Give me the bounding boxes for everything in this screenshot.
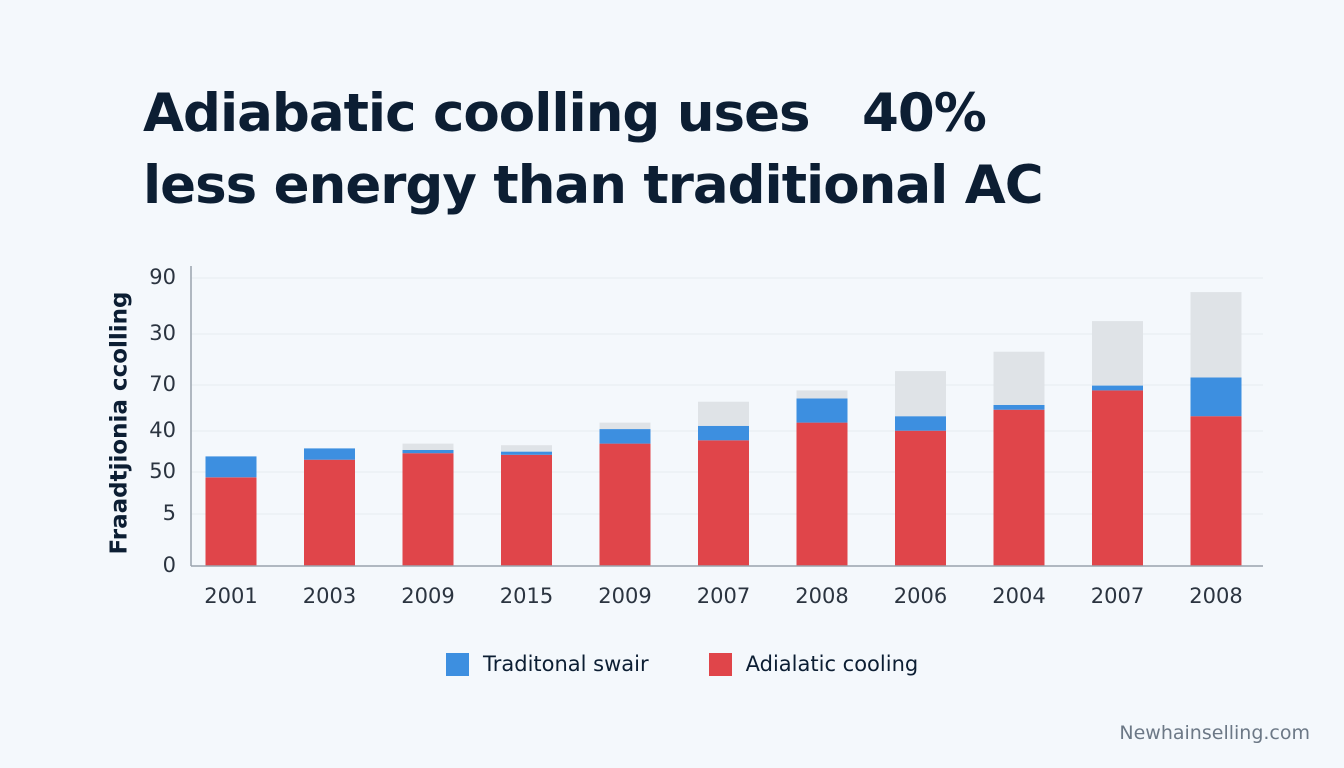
watermark-text: Newhainselling.com bbox=[1119, 722, 1310, 744]
bar-blue bbox=[1092, 385, 1143, 391]
title-line-2: less energy than traditional AC bbox=[143, 155, 1044, 216]
y-tick-labels: 0 5 50 40 70 30 90 bbox=[149, 265, 176, 577]
bar-gray bbox=[796, 390, 848, 399]
legend-swatch-blue bbox=[446, 652, 469, 676]
x-tick-label: 2009 bbox=[598, 584, 651, 608]
bar-blue bbox=[402, 450, 454, 454]
bar-gray bbox=[698, 401, 749, 426]
y-tick-label: 50 bbox=[149, 459, 176, 483]
bar-red bbox=[796, 422, 848, 566]
bar-blue bbox=[599, 429, 651, 444]
chart-title: Adiabatic coolling uses 40% less energy … bbox=[143, 78, 1044, 222]
bar-gray bbox=[501, 445, 552, 452]
axes bbox=[190, 266, 1263, 567]
bar-blue bbox=[501, 451, 552, 455]
bar-red bbox=[698, 440, 749, 566]
y-tick-label: 0 bbox=[163, 553, 176, 577]
y-tick-label: 5 bbox=[163, 501, 176, 525]
x-tick-label: 2006 bbox=[894, 584, 947, 608]
y-tick-label: 40 bbox=[149, 418, 176, 442]
x-tick-labels: 2001 2003 2009 2015 2009 2007 2008 2006 2004 2007… bbox=[204, 584, 1242, 608]
x-tick-label: 2009 bbox=[401, 584, 454, 608]
x-tick-label: 2003 bbox=[303, 584, 356, 608]
bar-red bbox=[1190, 416, 1242, 566]
bar-blue bbox=[895, 416, 946, 431]
legend-label-adiabatic: Adialatic cooling bbox=[745, 652, 919, 676]
bar-red bbox=[402, 453, 454, 566]
bars bbox=[205, 292, 1242, 566]
bar-red bbox=[895, 430, 946, 566]
bar-red bbox=[501, 454, 552, 566]
title-line-1: Adiabatic coolling uses 40% bbox=[143, 83, 987, 144]
bar-gray bbox=[993, 351, 1045, 405]
x-tick-label: 2004 bbox=[992, 584, 1045, 608]
legend-label-traditional: Traditonal swair bbox=[483, 652, 649, 676]
bar-blue bbox=[205, 456, 257, 478]
bar-gray bbox=[1190, 292, 1242, 378]
bar-red bbox=[993, 409, 1045, 566]
bar-gray bbox=[895, 371, 946, 417]
x-tick-label: 2008 bbox=[795, 584, 848, 608]
x-tick-label: 2007 bbox=[1091, 584, 1144, 608]
bar-gray bbox=[599, 422, 651, 429]
y-axis-label: Fraadtjionia ccolling bbox=[107, 292, 133, 555]
legend-item-traditional: Traditonal swair bbox=[446, 652, 649, 676]
bar-red bbox=[205, 477, 257, 566]
x-tick-label: 2015 bbox=[500, 584, 553, 608]
bar-blue bbox=[796, 398, 848, 423]
x-tick-label: 2001 bbox=[204, 584, 257, 608]
legend-item-adiabatic: Adialatic cooling bbox=[708, 652, 919, 676]
x-tick-label: 2008 bbox=[1189, 584, 1242, 608]
bar-red bbox=[1092, 390, 1143, 566]
y-tick-label: 30 bbox=[149, 321, 176, 345]
y-tick-label: 70 bbox=[149, 372, 176, 396]
bar-gray bbox=[402, 443, 454, 450]
bar-blue bbox=[1190, 377, 1242, 417]
bar-blue bbox=[993, 404, 1045, 410]
x-tick-label: 2007 bbox=[697, 584, 750, 608]
bar-red bbox=[599, 443, 651, 566]
y-tick-label: 90 bbox=[149, 265, 176, 289]
bar-red bbox=[304, 459, 355, 566]
bar-blue bbox=[304, 448, 355, 460]
bar-blue bbox=[698, 425, 749, 441]
legend-swatch-red bbox=[708, 652, 732, 676]
legend: Traditonal swair Adialatic cooling bbox=[446, 652, 978, 676]
bar-gray bbox=[1092, 321, 1143, 386]
